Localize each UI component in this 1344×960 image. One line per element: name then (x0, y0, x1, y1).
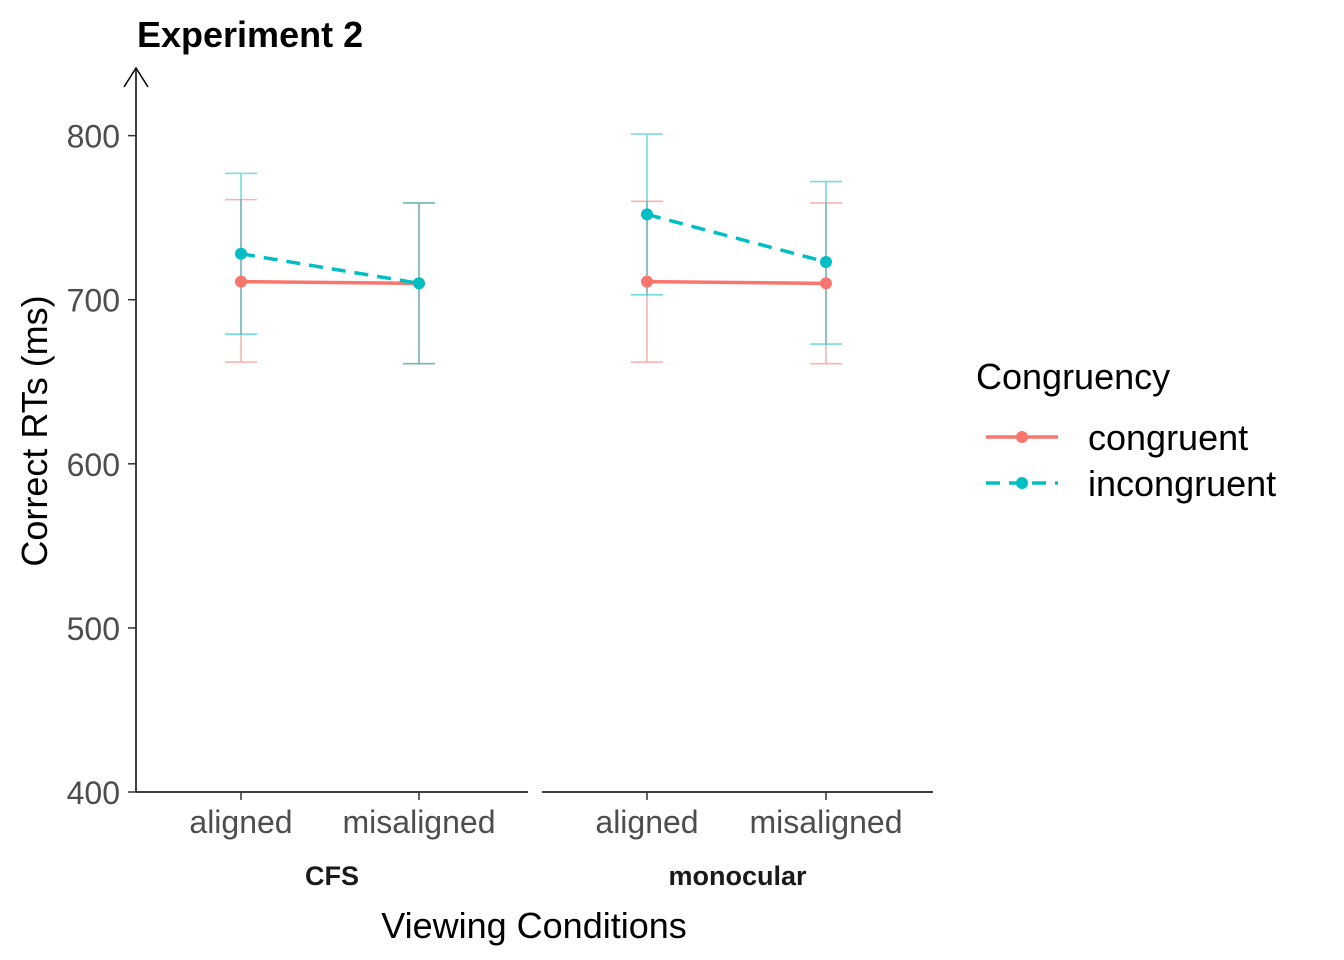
panel-label-0: CFS (305, 861, 359, 891)
x-tick-label-0-1: misaligned (343, 804, 496, 840)
y-axis-arrow (123, 66, 149, 88)
data-point-incongruent-1-0 (641, 208, 653, 221)
legend-key-point-incongruent (1016, 477, 1028, 489)
series-line-incongruent-0 (240, 252, 420, 286)
data-point-congruent-0-0 (235, 275, 247, 288)
y-tick-label-3: 700 (67, 283, 120, 319)
data-point-incongruent-1-1 (820, 255, 832, 268)
chart-title: Experiment 2 (137, 14, 363, 55)
data-point-incongruent-0-0 (235, 247, 247, 260)
x-tick-label-1-1: misaligned (750, 804, 903, 840)
series-line-congruent-0 (240, 279, 420, 286)
x-tick-label-0-0: aligned (189, 804, 292, 840)
data-point-incongruent-0-1 (413, 277, 425, 290)
legend-label-congruent: congruent (1088, 417, 1248, 458)
y-tick-label-4: 800 (67, 119, 120, 155)
y-tick-label-0: 400 (67, 775, 120, 811)
legend-title: Congruency (976, 356, 1170, 397)
axes: 400 500 600 700 800 aligned misaligned CFS align… (67, 66, 933, 891)
x-axis-title: Viewing Conditions (381, 905, 687, 946)
panel-label-1: monocular (668, 861, 807, 891)
legend-key-point-congruent (1016, 431, 1028, 443)
y-tick-label-1: 500 (67, 611, 120, 647)
data-marks (225, 133, 842, 365)
x-tick-label-1-0: aligned (595, 804, 698, 840)
legend: Congruency congruent incongruent (976, 356, 1276, 504)
data-point-congruent-1-0 (641, 275, 653, 288)
legend-label-incongruent: incongruent (1088, 463, 1276, 504)
series-line-incongruent-1 (646, 212, 827, 264)
data-point-congruent-1-1 (820, 277, 832, 290)
y-tick-label-2: 600 (67, 447, 120, 483)
series-line-congruent-1 (646, 279, 827, 286)
y-axis-title: Correct RTs (ms) (14, 295, 55, 566)
